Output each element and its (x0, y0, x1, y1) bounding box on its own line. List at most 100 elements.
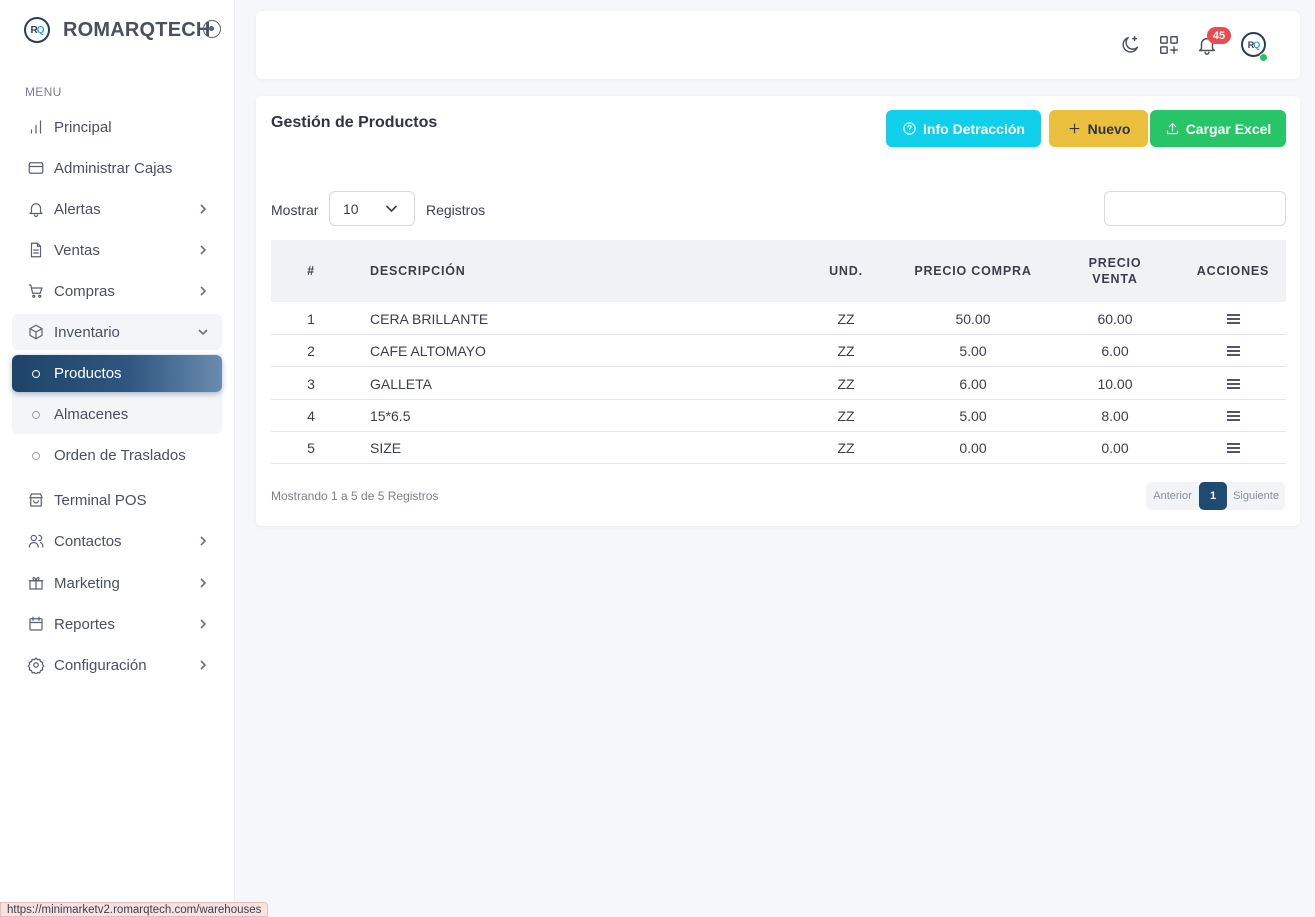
chevron-right-icon (196, 658, 210, 672)
table-row: 5 SIZE ZZ 0.00 0.00 (271, 432, 1286, 464)
new-product-button[interactable]: Nuevo (1049, 110, 1148, 147)
chevron-down-icon (196, 325, 210, 339)
file-text-icon (26, 240, 46, 260)
notification-badge: 45 (1207, 27, 1231, 44)
cell-purchase-price: 0.00 (959, 440, 987, 456)
status-bar-url: https://minimarketv2.romarqtech.com/ware… (0, 902, 269, 917)
store-icon (26, 490, 46, 510)
bar-chart-icon (26, 117, 46, 137)
logo-letter-q: Q (36, 24, 45, 36)
info-detraccion-button[interactable]: Info Detracción (886, 110, 1041, 147)
brand-name: ROMARQTECH (63, 18, 211, 41)
header-purchase-price: PRECIO COMPRA (914, 264, 1032, 278)
new-product-label: Nuevo (1087, 120, 1131, 137)
cell-purchase-price: 6.00 (959, 376, 987, 392)
sidebar-item-reportes[interactable]: Reportes (12, 606, 222, 642)
sidebar-subitem-label: Almacenes (54, 406, 129, 423)
cell-sale-price: 60.00 (1097, 311, 1133, 327)
chevron-right-icon (196, 284, 210, 298)
chevron-right-icon (196, 576, 210, 590)
header-actions: ACCIONES (1196, 264, 1270, 278)
cell-unit: ZZ (837, 408, 855, 424)
box-icon (26, 322, 46, 342)
pagination-next-button[interactable]: Siguiente (1227, 482, 1285, 510)
cart-icon (26, 281, 46, 301)
cell-sale-price: 6.00 (1101, 343, 1129, 359)
menu-label: MENU (25, 85, 62, 99)
sidebar-item-terminal-pos[interactable]: Terminal POS (12, 482, 222, 518)
chevron-right-icon (196, 534, 210, 548)
records-info: Mostrando 1 a 5 de 5 Registros (271, 489, 439, 503)
row-actions-menu-icon[interactable] (1186, 368, 1280, 400)
sidebar-item-inventario[interactable]: Inventario (12, 314, 222, 350)
sidebar-subitem-label: Orden de Traslados (54, 447, 186, 464)
row-actions-menu-icon[interactable] (1186, 400, 1280, 432)
credit-card-icon (26, 158, 46, 178)
page-size-value: 10 (343, 200, 359, 217)
records-label: Registros (426, 202, 486, 218)
sidebar-subitem-label: Productos (54, 365, 122, 382)
sidebar-item-label: Inventario (54, 323, 120, 341)
sidebar-item-administrar-cajas[interactable]: Administrar Cajas (12, 150, 222, 186)
sidebar-item-label: Terminal POS (54, 491, 147, 509)
sidebar-item-label: Marketing (54, 574, 120, 592)
cell-description: SIZE (370, 440, 402, 456)
sidebar-item-compras[interactable]: Compras (12, 273, 222, 309)
grid-plus-icon[interactable] (1158, 34, 1180, 56)
sidebar-item-marketing[interactable]: Marketing (12, 565, 222, 601)
row-actions-menu-icon[interactable] (1186, 335, 1280, 367)
calendar-icon (26, 614, 46, 634)
cell-num: 2 (307, 343, 315, 359)
pagination-page-1[interactable]: 1 (1199, 482, 1227, 510)
cell-sale-price: 8.00 (1101, 408, 1129, 424)
page-size-select[interactable]: 10 (329, 191, 415, 226)
gear-icon (26, 655, 46, 675)
sidebar-subitem-productos[interactable]: Productos (12, 355, 222, 392)
table-header: # DESCRIPCIÓN UND. PRECIO COMPRA PRECIO … (271, 240, 1286, 302)
cell-sale-price: 0.00 (1101, 440, 1129, 456)
table-row: 1 CERA BRILLANTE ZZ 50.00 60.00 (271, 303, 1286, 335)
upload-excel-label: Cargar Excel (1185, 120, 1272, 137)
circle-icon (32, 451, 40, 460)
sidebar-toggle-icon[interactable] (203, 20, 221, 38)
sidebar-item-configuracion[interactable]: Configuración (12, 647, 222, 683)
sidebar-item-contactos[interactable]: Contactos (12, 523, 222, 559)
cell-unit: ZZ (837, 440, 855, 456)
circle-icon (32, 410, 40, 419)
cell-num: 3 (307, 376, 315, 392)
upload-icon (1166, 122, 1178, 135)
pagination: Anterior 1 Siguiente (1146, 482, 1285, 510)
cell-description: GALLETA (370, 376, 432, 392)
show-label: Mostrar (271, 202, 319, 218)
sidebar-item-ventas[interactable]: Ventas (12, 232, 222, 268)
cell-purchase-price: 5.00 (959, 408, 987, 424)
cell-purchase-price: 5.00 (959, 343, 987, 359)
row-actions-menu-icon[interactable] (1186, 432, 1280, 464)
search-input[interactable] (1104, 191, 1286, 226)
cell-unit: ZZ (837, 376, 855, 392)
header-num: # (307, 264, 315, 278)
sidebar-item-label: Principal (54, 118, 112, 136)
sidebar-subitem-orden-de-traslados[interactable]: Orden de Traslados (12, 437, 222, 474)
sidebar-item-label: Alertas (54, 200, 101, 218)
moon-icon[interactable] (1119, 34, 1141, 56)
users-icon (26, 531, 46, 551)
sidebar-item-label: Compras (54, 282, 115, 300)
table-row: 4 15*6.5 ZZ 5.00 8.00 (271, 400, 1286, 432)
cell-unit: ZZ (837, 343, 855, 359)
table-row: 2 CAFE ALTOMAYO ZZ 5.00 6.00 (271, 335, 1286, 367)
sidebar-item-alertas[interactable]: Alertas (12, 191, 222, 227)
pagination-prev-button[interactable]: Anterior (1146, 482, 1199, 510)
sidebar-item-principal[interactable]: Principal (12, 109, 222, 145)
info-detraccion-label: Info Detracción (923, 120, 1025, 137)
chevron-right-icon (196, 617, 210, 631)
plus-icon (1069, 123, 1080, 134)
products-card: Gestión de Productos Info Detracción Nue… (256, 96, 1300, 526)
row-actions-menu-icon[interactable] (1186, 303, 1280, 335)
upload-excel-button[interactable]: Cargar Excel (1150, 110, 1286, 147)
logo-letter-r: R (30, 24, 37, 36)
sidebar-subitem-almacenes[interactable]: Almacenes (12, 396, 222, 433)
